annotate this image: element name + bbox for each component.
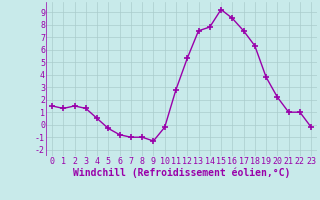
X-axis label: Windchill (Refroidissement éolien,°C): Windchill (Refroidissement éolien,°C) [73, 168, 290, 178]
